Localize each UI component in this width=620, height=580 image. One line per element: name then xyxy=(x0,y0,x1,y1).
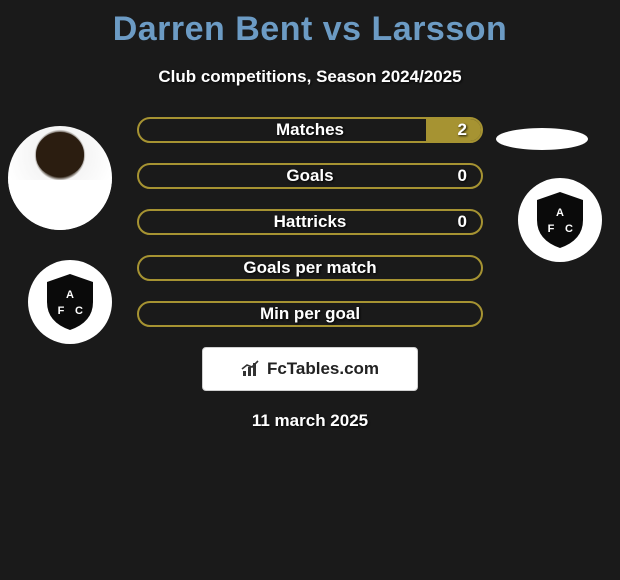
stat-value-right: 0 xyxy=(458,212,467,232)
stat-label: Min per goal xyxy=(260,304,360,324)
stat-row-goals-per-match: Goals per match xyxy=(137,255,483,281)
stat-row-hattricks: Hattricks 0 xyxy=(137,209,483,235)
stat-row-matches: Matches 2 xyxy=(137,117,483,143)
stat-row-goals: Goals 0 xyxy=(137,163,483,189)
stat-label: Matches xyxy=(276,120,344,140)
stat-label: Goals xyxy=(286,166,333,186)
stat-value-right: 2 xyxy=(458,120,467,140)
stat-row-min-per-goal: Min per goal xyxy=(137,301,483,327)
stat-value-right: 0 xyxy=(458,166,467,186)
brand-text: FcTables.com xyxy=(267,359,379,379)
stat-label: Goals per match xyxy=(243,258,376,278)
chart-icon xyxy=(241,360,261,378)
page-title: Darren Bent vs Larsson xyxy=(0,0,620,49)
stat-fill-right xyxy=(426,119,481,141)
date-text: 11 march 2025 xyxy=(0,411,620,431)
brand-box[interactable]: FcTables.com xyxy=(202,347,418,391)
stat-label: Hattricks xyxy=(274,212,347,232)
stats-container: Matches 2 Goals 0 Hattricks 0 Goals per … xyxy=(0,117,620,431)
subtitle: Club competitions, Season 2024/2025 xyxy=(0,67,620,87)
